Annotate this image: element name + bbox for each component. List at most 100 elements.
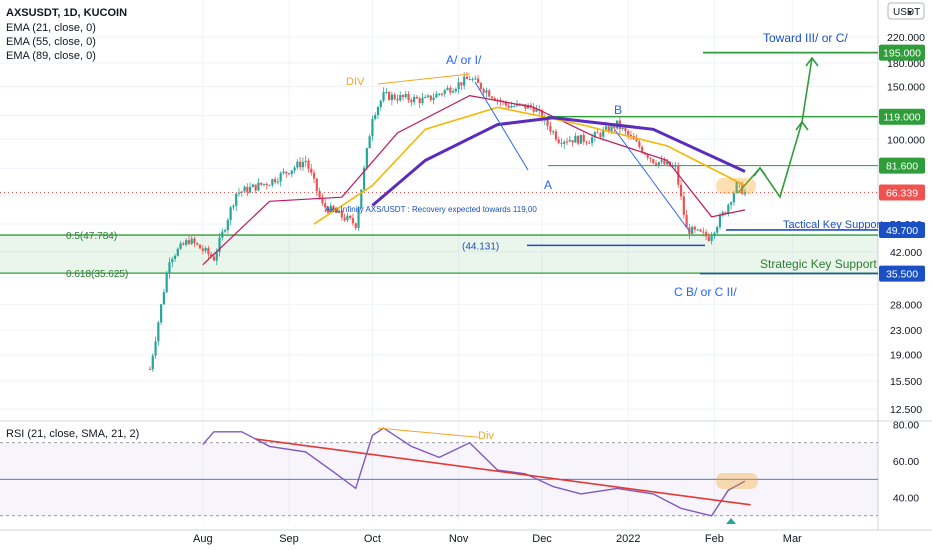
candle-body xyxy=(296,161,299,168)
candle-body xyxy=(315,178,318,192)
price-axis[interactable]: 220.000180.000150.000120.000100.00080.00… xyxy=(879,32,925,416)
candle-body xyxy=(248,187,252,193)
candle-body xyxy=(279,173,282,182)
projection-arrowhead xyxy=(753,166,767,177)
fib-label: 0.5(47.784) xyxy=(66,231,117,242)
candle-body xyxy=(204,248,207,251)
price-level-badge xyxy=(879,108,925,125)
price-tick-label: 28.000 xyxy=(890,299,922,311)
candle-body xyxy=(346,215,349,221)
indicator-ema55: EMA (55, close, 0) xyxy=(6,36,96,48)
candle-body xyxy=(621,127,624,130)
candle-body xyxy=(382,92,385,101)
price-level-label: 49.700 xyxy=(886,225,918,237)
candle-body xyxy=(337,210,341,214)
candle-body xyxy=(148,369,152,371)
candle-body xyxy=(674,165,677,167)
candle-body xyxy=(590,137,594,144)
candle-body xyxy=(485,90,488,93)
candle-body xyxy=(226,220,229,231)
fib-label: 0.618(35.625) xyxy=(66,269,128,280)
candle-body xyxy=(251,184,254,188)
wave-arrow xyxy=(474,81,529,171)
candle-body xyxy=(743,191,747,195)
price-tick-label: 180.000 xyxy=(887,58,925,70)
candle-body xyxy=(518,103,521,105)
candle-body xyxy=(443,90,446,94)
candle-body xyxy=(707,236,710,241)
indicator-ema89: EMA (89, close, 0) xyxy=(6,50,96,62)
support-bands: 0.5(47.784) 0.618(35.625) (44.131) xyxy=(0,51,878,280)
time-tick-label: Dec xyxy=(532,533,552,545)
candle-body xyxy=(627,130,630,136)
candle-body xyxy=(257,182,260,191)
candle-body xyxy=(521,104,524,106)
candle-body xyxy=(260,182,263,185)
candle-body xyxy=(624,127,627,131)
candle-body xyxy=(463,76,466,86)
candle-body xyxy=(185,240,188,245)
price-level-badge xyxy=(879,157,925,174)
ema89-line xyxy=(371,116,746,207)
candle-body xyxy=(657,162,660,166)
low-label: (44.131) xyxy=(462,241,499,252)
candle-body xyxy=(482,88,485,93)
candle-body xyxy=(571,140,574,143)
time-tick-label: 2022 xyxy=(616,533,640,545)
candle-body xyxy=(557,139,560,144)
candle-body xyxy=(229,207,232,221)
candle-body xyxy=(232,205,235,208)
candle-body xyxy=(454,88,457,92)
candle-body xyxy=(460,82,463,86)
candle-body xyxy=(190,238,193,244)
candle-body xyxy=(663,160,666,165)
candle-body xyxy=(565,141,569,143)
candle-body xyxy=(613,124,616,129)
candle-body xyxy=(546,117,549,126)
candle-body xyxy=(215,252,218,261)
candle-body xyxy=(162,292,166,305)
candle-body xyxy=(493,98,496,101)
candle-body xyxy=(329,205,332,213)
candle-body xyxy=(176,248,179,256)
candle-body xyxy=(282,171,285,174)
candle-body xyxy=(243,186,246,192)
candle-body xyxy=(604,126,608,130)
candle-body xyxy=(379,100,382,108)
candle-body xyxy=(407,94,410,100)
candle-body xyxy=(351,218,355,224)
time-axis[interactable]: Aug Sep Oct Nov Dec 2022 Feb Mar xyxy=(193,533,802,545)
chevron-down-icon[interactable]: ▾ xyxy=(908,8,912,17)
candle-body xyxy=(221,231,224,238)
candle-body xyxy=(424,97,427,99)
rsi-signal-marker xyxy=(726,518,736,524)
candle-body xyxy=(449,87,452,93)
time-tick-label: Feb xyxy=(705,533,724,545)
wave-label-a: A xyxy=(544,178,552,192)
rsi-div-label: Div xyxy=(478,430,494,442)
candle-body xyxy=(729,202,733,205)
candle-body xyxy=(568,140,571,142)
rsi-line xyxy=(202,427,746,517)
candle-body xyxy=(513,105,516,107)
price-tick-label: 220.000 xyxy=(887,32,925,44)
candle-body xyxy=(362,167,366,190)
candle-body xyxy=(385,91,388,93)
candle-body xyxy=(399,94,402,101)
wave-arrow xyxy=(614,129,691,233)
candle-body xyxy=(182,243,185,245)
candle-body xyxy=(360,189,363,209)
candle-body xyxy=(532,107,535,112)
strategic-support-label: Strategic Key Support xyxy=(760,257,877,271)
candle-body xyxy=(716,227,719,233)
price-tick-label: 15.500 xyxy=(890,376,922,388)
candle-body xyxy=(577,135,580,144)
time-tick-label: Aug xyxy=(193,533,213,545)
candle-body xyxy=(218,237,221,253)
candle-body xyxy=(326,207,330,213)
candle-body xyxy=(638,141,641,147)
currency-button[interactable] xyxy=(887,2,925,20)
candle-body xyxy=(710,236,713,241)
ema21-line xyxy=(202,94,746,266)
candle-body xyxy=(312,172,316,179)
